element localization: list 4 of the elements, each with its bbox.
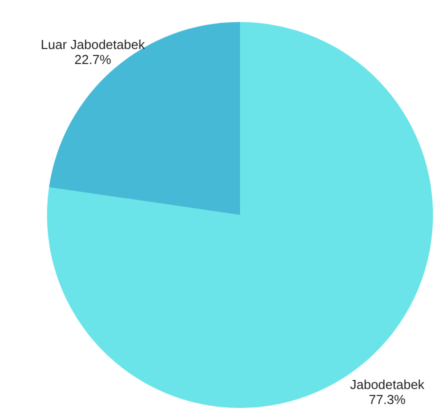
- data-label: 22.7%: [74, 52, 112, 67]
- slice-label: Luar Jabodetabek: [40, 36, 146, 52]
- data-label: 77.3%: [368, 392, 406, 408]
- slice-label: Jabodetabek: [350, 377, 425, 392]
